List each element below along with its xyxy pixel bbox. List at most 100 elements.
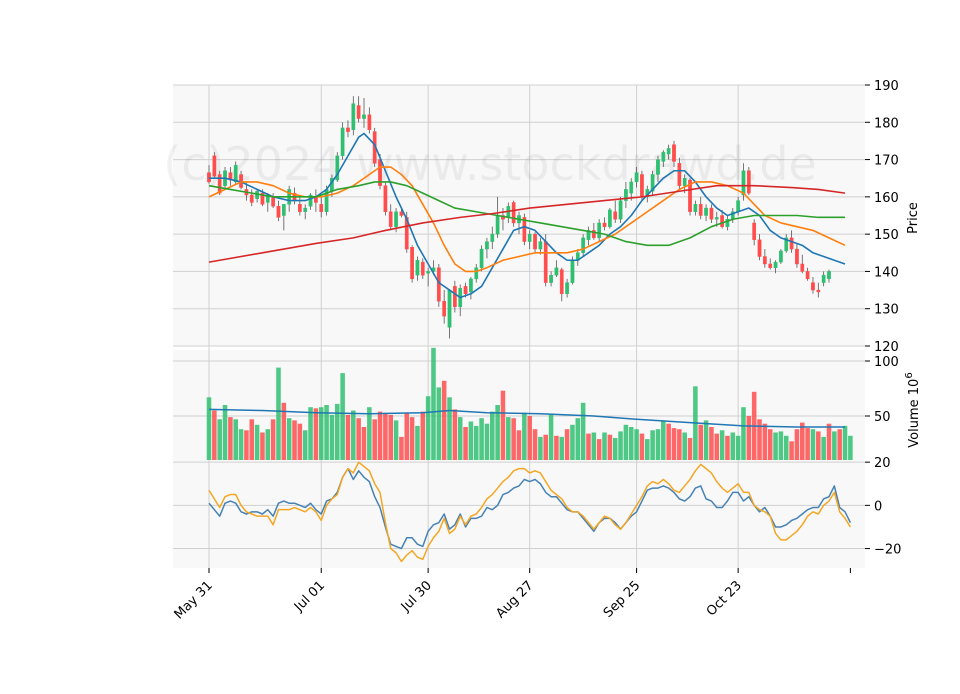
candle-body [394, 211, 398, 227]
volume-bar [719, 430, 725, 460]
volume-bar [431, 347, 436, 460]
volume-bar [778, 431, 784, 460]
candle-body [549, 274, 553, 283]
price-ma-slow-line [208, 181, 846, 247]
volume-bar [575, 418, 581, 460]
volume-bar [725, 435, 730, 460]
candle-body [650, 174, 655, 192]
candle-body [463, 286, 468, 295]
oscillator-tick-label: −20 [874, 543, 901, 558]
candle-body [821, 274, 826, 283]
candle-body [698, 204, 703, 216]
volume-bar [746, 416, 752, 460]
candle-body [426, 271, 430, 274]
volume-bar [441, 380, 447, 460]
volume-bar [623, 424, 629, 460]
price-tick-label: 180 [874, 116, 899, 131]
volume-bar [612, 438, 618, 460]
volume-bar [222, 405, 228, 460]
candle-body [453, 286, 457, 308]
price-tick-label: 170 [874, 154, 899, 169]
volume-bar [276, 367, 281, 460]
volume-bar [645, 439, 650, 460]
volume-bar [709, 427, 714, 460]
volume-bar [527, 416, 532, 460]
volume-bar [297, 423, 303, 460]
volume-bar [757, 419, 762, 460]
price-axis-title: Price [906, 202, 921, 234]
volume-bar [345, 414, 351, 460]
candle-body [276, 205, 281, 218]
price-panel [207, 96, 846, 339]
candle-body [559, 269, 564, 295]
candle-body [757, 239, 762, 257]
volume-bar [564, 429, 570, 460]
volume-bar [591, 432, 597, 460]
candle-body [207, 172, 211, 183]
volume-bar [260, 432, 265, 460]
volume-bar [425, 396, 431, 460]
volume-bar [286, 418, 292, 460]
volume-bar [703, 420, 709, 460]
volume-bar [789, 441, 794, 460]
candle-body [447, 289, 452, 328]
candle-body [591, 230, 596, 239]
volume-bar [292, 420, 297, 460]
volume-bar [698, 424, 703, 460]
candle-body [682, 178, 687, 186]
volume-bar [661, 420, 666, 460]
candle-body [356, 105, 361, 119]
candle-body [533, 233, 537, 250]
volume-tick-label: 100 [874, 355, 899, 370]
candle-body [404, 217, 409, 250]
candle-body [351, 103, 356, 130]
volume-bar [270, 419, 276, 460]
volume-bar [415, 425, 420, 460]
volume-bar [506, 417, 511, 460]
volume-axis-title: Volume 106 [904, 372, 922, 447]
candle-body [613, 211, 618, 220]
volume-bar [826, 423, 832, 460]
oscillator-tick-label: 20 [874, 456, 891, 471]
candle-body [608, 209, 612, 227]
candle-body [570, 260, 575, 283]
volume-bar [473, 425, 479, 460]
candle-body [597, 222, 602, 239]
candle-body [543, 241, 548, 283]
volume-bar [783, 435, 789, 460]
volume-bar [249, 419, 255, 460]
volume-panel [206, 347, 853, 460]
x-tick-label: Jul 01 [291, 578, 328, 615]
volume-bar [602, 432, 607, 460]
x-tick-label: May 31 [172, 578, 216, 622]
volume-bar [794, 429, 800, 460]
candle-body [768, 263, 773, 268]
candle-body [618, 200, 623, 220]
candle-body [554, 267, 559, 276]
volume-bar [383, 413, 388, 460]
candle-body [656, 159, 660, 175]
candle-body [688, 179, 692, 212]
candle-body [319, 204, 324, 212]
candle-body [629, 181, 634, 194]
candle-body [773, 261, 778, 268]
candle-body [399, 211, 404, 216]
price-tick-label: 150 [874, 228, 899, 243]
volume-tick-label: 50 [874, 410, 891, 425]
volume-bar [388, 414, 393, 460]
candle-body [335, 155, 340, 181]
volume-bar [596, 439, 602, 460]
candle-body [538, 241, 543, 250]
volume-bar [848, 435, 853, 460]
volume-bar [463, 427, 468, 460]
candle-body [260, 192, 265, 205]
volume-bar [628, 427, 634, 460]
volume-bar [356, 418, 361, 460]
volume-bar [639, 433, 645, 460]
volume-bar [393, 420, 399, 460]
candle-body [763, 256, 767, 265]
candle-body [736, 200, 740, 212]
candle-body [805, 271, 810, 280]
